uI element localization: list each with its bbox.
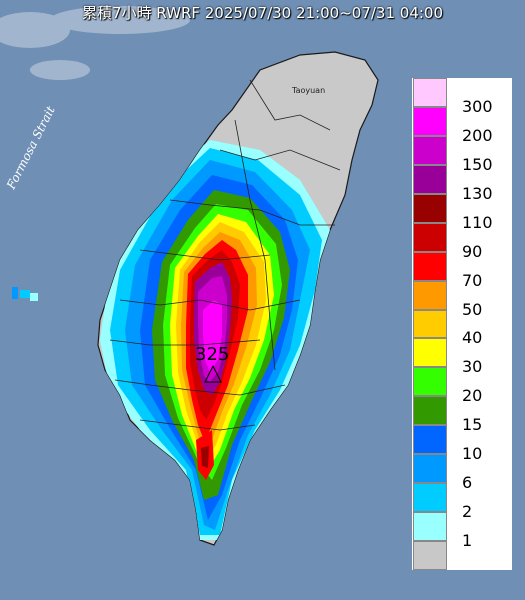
legend-swatch	[413, 309, 447, 339]
rainfall-legend: 300 200 150 130 110 90 70 50 40 30 20 15 10 6 2 1	[412, 78, 512, 570]
legend-swatch	[413, 251, 447, 281]
legend-swatch	[413, 106, 447, 136]
legend-swatch	[413, 135, 447, 165]
legend-swatch	[413, 483, 447, 513]
max-rain-marker	[204, 364, 222, 383]
legend-label: 1	[462, 531, 473, 551]
legend-label: 70	[462, 270, 483, 290]
legend-swatch	[413, 454, 447, 484]
legend-label: 50	[462, 299, 483, 319]
legend-swatch	[413, 396, 447, 426]
legend-swatch	[413, 512, 447, 542]
legend-swatch	[413, 280, 447, 310]
legend-swatch	[413, 164, 447, 194]
legend-label: 20	[462, 386, 483, 406]
legend-label: 40	[462, 328, 483, 348]
map-title: 累積7小時 RWRF 2025/07/30 21:00~07/31 04:00	[81, 4, 444, 22]
legend-label: 6	[462, 473, 473, 493]
legend-swatch	[413, 193, 447, 223]
legend-label: 2	[462, 502, 473, 522]
legend-swatch	[413, 425, 447, 455]
legend-label: 15	[462, 415, 483, 435]
cloud-texture	[0, 6, 190, 80]
county-borders	[109, 79, 341, 431]
legend-swatch	[413, 78, 447, 107]
legend-swatch	[413, 367, 447, 397]
legend-label: 200	[462, 125, 493, 145]
penghu-islands	[12, 287, 38, 301]
legend-swatch	[413, 338, 447, 368]
max-rainfall-label: 325	[195, 344, 230, 365]
legend-swatch	[413, 222, 447, 252]
legend-label: 90	[462, 241, 483, 261]
legend-label: 300	[462, 96, 493, 116]
legend-label: 130	[462, 183, 493, 203]
legend-label: 10	[462, 444, 483, 464]
legend-label: 150	[462, 154, 493, 174]
legend-label: 30	[462, 357, 483, 377]
legend-swatch	[413, 541, 447, 570]
rainfall-field	[100, 140, 330, 540]
legend-label: 110	[462, 212, 493, 232]
city-label: Taoyuan	[292, 86, 326, 95]
